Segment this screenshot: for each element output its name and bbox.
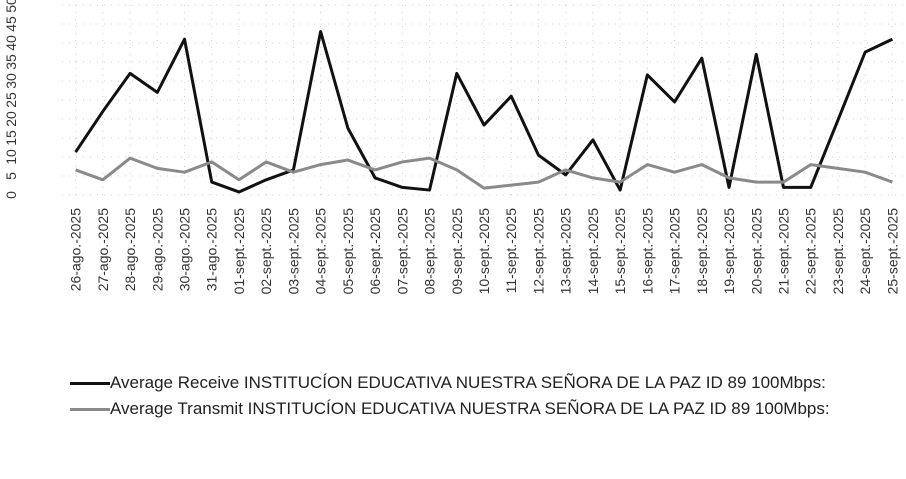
legend-item: Average Transmit INSTITUCÍON EDUCATIVA N…: [70, 398, 890, 420]
y-tick-label: 20: [3, 111, 19, 127]
legend-item: Average Receive INSTITUCÍON EDUCATIVA NU…: [70, 372, 890, 394]
legend-label: Average Receive INSTITUCÍON EDUCATIVA NU…: [110, 373, 826, 392]
x-tick-label: 27-ago.-2025: [95, 208, 111, 292]
legend-label: Average Transmit INSTITUCÍON EDUCATIVA N…: [110, 399, 830, 418]
x-tick-label: 03-sept.-2025: [285, 208, 301, 295]
y-tick-label: 15: [3, 130, 19, 146]
x-tick-label: 01-sept.-2025: [231, 208, 247, 295]
series-line: [74, 30, 894, 194]
legend: Average Receive INSTITUCÍON EDUCATIVA NU…: [70, 372, 890, 424]
x-tick-label: 08-sept.-2025: [422, 208, 438, 295]
y-tick-label: 40: [3, 35, 19, 51]
y-tick-label: 25: [3, 92, 19, 108]
x-tick-label: 23-sept.-2025: [830, 208, 846, 295]
x-tick-label: 04-sept.-2025: [313, 208, 329, 295]
x-tick-label: 31-ago.-2025: [204, 208, 220, 292]
x-tick-label: 09-sept.-2025: [449, 208, 465, 295]
x-tick-label: 18-sept.-2025: [694, 208, 710, 295]
y-tick-label: 0: [3, 191, 19, 199]
x-tick-label: 29-ago.-2025: [149, 208, 165, 292]
x-tick-label: 19-sept.-2025: [721, 208, 737, 295]
x-tick-label: 14-sept.-2025: [585, 208, 601, 295]
y-tick-label: 5: [3, 172, 19, 180]
x-tick-label: 16-sept.-2025: [639, 208, 655, 295]
legend-swatch: [70, 408, 110, 411]
x-tick-label: 05-sept.-2025: [340, 208, 356, 295]
legend-swatch: [70, 382, 110, 385]
x-tick-label: 21-sept.-2025: [775, 208, 791, 295]
x-tick-label: 28-ago.-2025: [122, 208, 138, 292]
x-tick-label: 25-sept.-2025: [884, 208, 900, 295]
x-tick-label: 24-sept.-2025: [857, 208, 873, 295]
x-tick-label: 26-ago.-2025: [68, 208, 84, 292]
x-tick-label: 10-sept.-2025: [476, 208, 492, 295]
y-tick-label: 50: [3, 0, 19, 13]
x-tick-label: 11-sept.-2025: [503, 208, 519, 294]
x-tick-label: 12-sept.-2025: [530, 208, 546, 295]
y-tick-label: 30: [3, 73, 19, 89]
x-tick-label: 06-sept.-2025: [367, 208, 383, 295]
x-tick-label: 02-sept.-2025: [258, 208, 274, 295]
x-tick-label: 13-sept.-2025: [558, 208, 574, 295]
y-tick-label: 35: [3, 54, 19, 70]
x-tick-label: 15-sept.-2025: [612, 208, 628, 295]
y-tick-label: 10: [3, 149, 19, 165]
x-tick-label: 30-ago.-2025: [177, 208, 193, 292]
series-line: [75, 156, 893, 190]
x-tick-label: 20-sept.-2025: [748, 208, 764, 295]
x-tick-label: 07-sept.-2025: [394, 208, 410, 295]
chart: 0 5 10 15 20 25 30 35 40 45 50 26-ago.-2025 27-ago.-…: [3, 0, 906, 295]
x-tick-label: 17-sept.-2025: [667, 208, 683, 295]
y-tick-label: 45: [3, 16, 19, 32]
x-tick-label: 22-sept.-2025: [803, 208, 819, 295]
